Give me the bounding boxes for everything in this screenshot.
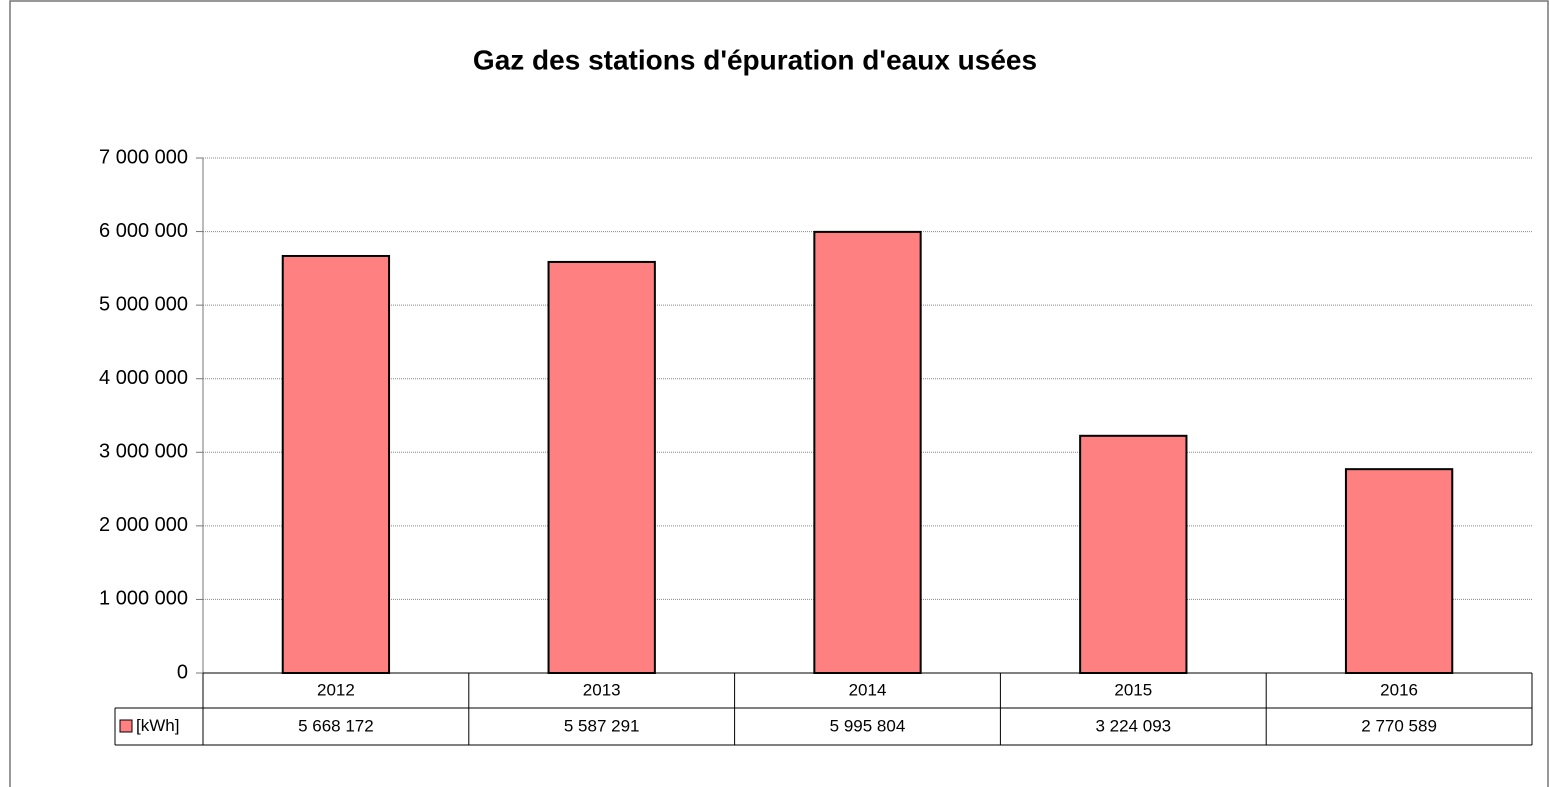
y-tick-label: 6 000 000 <box>99 220 188 242</box>
bar <box>1344 468 1454 675</box>
x-tick-label: 2015 <box>1114 680 1152 699</box>
table-value: 5 995 804 <box>830 716 906 735</box>
legend-label: [kWh] <box>136 716 179 735</box>
bar <box>1079 434 1188 674</box>
bar <box>281 254 391 674</box>
chart-title: Gaz des stations d'épuration d'eaux usée… <box>473 44 1037 75</box>
y-tick-label: 7 000 000 <box>99 146 188 168</box>
y-tick-label: 4 000 000 <box>99 367 188 389</box>
chart-frame <box>9 0 1549 787</box>
y-tick-label: 3 000 000 <box>99 441 188 463</box>
y-tick-label: 2 000 000 <box>99 514 188 536</box>
y-tick-label: 0 <box>177 661 188 683</box>
bar <box>813 230 922 674</box>
x-tick-label: 2016 <box>1380 680 1418 699</box>
x-tick-label: 2014 <box>849 680 887 699</box>
x-tick-label: 2012 <box>317 680 355 699</box>
x-tick-label: 2013 <box>583 680 621 699</box>
bar <box>547 260 656 674</box>
table-value: 5 587 291 <box>564 716 640 735</box>
legend-swatch <box>119 719 133 733</box>
y-tick-label: 1 000 000 <box>99 588 188 610</box>
table-value: 5 668 172 <box>298 716 374 735</box>
table-value: 2 770 589 <box>1361 716 1437 735</box>
table-value: 3 224 093 <box>1095 716 1171 735</box>
y-tick-label: 5 000 000 <box>99 293 188 315</box>
